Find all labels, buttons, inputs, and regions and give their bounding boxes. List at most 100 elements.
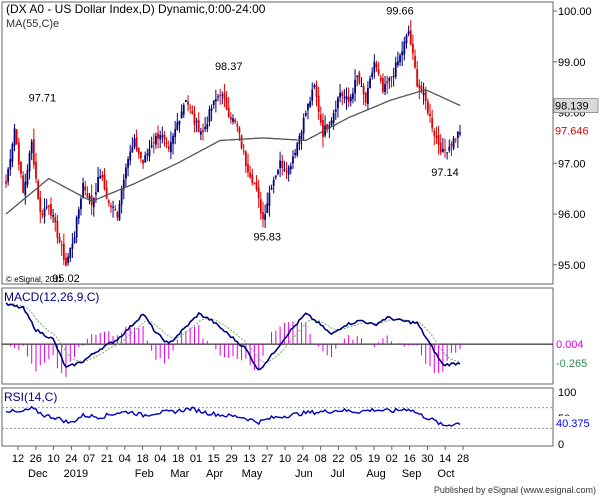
candle-body [313, 85, 316, 88]
candle-body [364, 92, 367, 103]
candle-body [187, 101, 189, 105]
candle-body [358, 72, 361, 84]
candle-body [184, 99, 187, 102]
candle-body [270, 187, 273, 190]
price-y-tick-label: 100.00 [558, 6, 592, 18]
candle-body [163, 134, 166, 140]
copyright-text: © eSignal, 2011 [6, 275, 63, 284]
candle-body [135, 137, 138, 150]
candle-body [122, 179, 125, 190]
candle-body [67, 256, 70, 264]
candle-body [208, 109, 211, 123]
candle-body [133, 138, 136, 147]
x-tick-label: 19 [368, 453, 380, 465]
candle-body [287, 167, 290, 175]
candle-body [7, 169, 10, 182]
candle-body [322, 120, 324, 137]
candle-body [212, 100, 215, 106]
x-tick-label: 10 [47, 453, 59, 465]
candle-body [452, 138, 455, 149]
candle-body [437, 135, 440, 145]
candle-body [343, 96, 346, 98]
x-tick-label: 29 [225, 453, 237, 465]
candle-body [199, 131, 202, 135]
x-tick-label: 16 [403, 453, 415, 465]
candle-body [11, 144, 14, 162]
candle-body [35, 161, 37, 179]
candle-body [396, 61, 399, 65]
candle-body [189, 106, 192, 109]
x-tick-label: 22 [332, 453, 344, 465]
candle-body [459, 132, 461, 135]
x-tick-label: 13 [243, 453, 255, 465]
axis-layer: 95.0096.0097.0098.0099.00100.0098.13997.… [12, 6, 599, 480]
candle-body [386, 81, 389, 84]
price-y-tick-label: 96.00 [558, 209, 586, 221]
candle-body [347, 96, 350, 103]
candle-body [103, 174, 106, 189]
candle-body [206, 123, 209, 130]
rsi-y-tick-label: 100 [558, 387, 576, 399]
candle-body [240, 135, 243, 149]
candle-body [43, 208, 46, 217]
ma-line [5, 89, 461, 215]
candle-body [75, 217, 78, 238]
macd-tag-text: -0.265 [556, 358, 587, 370]
candle-body [82, 183, 84, 198]
candle-body [249, 172, 252, 178]
candle-body [337, 97, 339, 109]
candle-body [195, 121, 198, 123]
rsi-y-tick-label: 0 [558, 439, 564, 451]
candle-body [405, 35, 408, 44]
candle-body [140, 152, 142, 159]
candle-body [22, 175, 25, 193]
candle-body [97, 177, 99, 193]
candle-body [152, 142, 155, 144]
price-annotation: 97.71 [29, 92, 57, 104]
macd-value-tag [554, 356, 598, 371]
candle-body [127, 159, 129, 168]
x-tick-label: 12 [12, 453, 24, 465]
candle-body [433, 131, 436, 136]
candle-body [253, 182, 256, 184]
candle-body [28, 153, 31, 172]
candle-body [41, 213, 44, 215]
candle-body [129, 151, 132, 161]
x-month-label: May [242, 468, 263, 480]
candle-body [24, 181, 27, 196]
x-tick-label: 04 [119, 453, 131, 465]
price-y-tick-label: 99.00 [558, 57, 586, 69]
macd-panel-frame [1, 287, 554, 385]
candle-body [367, 87, 369, 105]
candle-body [341, 92, 344, 96]
candle-body [377, 69, 380, 75]
candle-body [307, 104, 309, 111]
candle-body [309, 101, 311, 107]
x-tick-label: 27 [261, 453, 273, 465]
candle-body [9, 159, 12, 170]
candle-body [114, 209, 117, 211]
macd-value-tag [554, 337, 598, 352]
candle-body [401, 51, 404, 56]
macd-tag-text: 0.004 [556, 339, 584, 351]
candle-body [274, 175, 277, 178]
x-month-label: Apr [206, 468, 223, 480]
candle-body [236, 124, 239, 127]
candle-body [247, 164, 249, 173]
candle-body [26, 170, 29, 185]
x-month-label: 2019 [64, 468, 88, 480]
x-tick-label: 02 [386, 453, 398, 465]
candle-body [403, 41, 406, 55]
candle-body [20, 162, 22, 174]
candle-body [54, 217, 57, 223]
candle-body [294, 152, 297, 155]
candle-body [142, 159, 144, 164]
price-annotation: 97.14 [431, 167, 459, 179]
candle-body [296, 143, 299, 156]
candle-body [214, 99, 217, 102]
candle-body [219, 95, 222, 97]
price-y-tick-label: 97.00 [558, 158, 586, 170]
candle-body [262, 211, 264, 220]
candle-body [169, 142, 172, 153]
candle-body [302, 117, 305, 134]
